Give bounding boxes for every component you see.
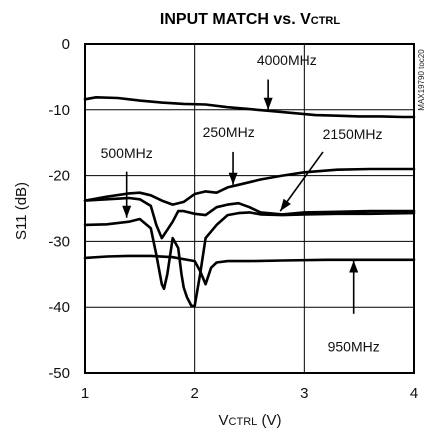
annotation-label: 2150MHz: [323, 126, 383, 142]
chart-title: INPUT MATCH vs. VCTRL: [160, 11, 340, 28]
x-tick-label: 2: [190, 385, 198, 402]
series-line-250mhz: [83, 167, 416, 206]
series-lines: [83, 96, 416, 308]
x-tick-label: 1: [81, 385, 89, 402]
plot-frame: [84, 43, 415, 374]
side-label: MAX19790 toc20: [417, 49, 426, 111]
y-tick-label: 0: [62, 36, 70, 53]
annotation-label: 500MHz: [101, 145, 153, 161]
y-axis-label: S11 (dB): [13, 182, 30, 240]
annotations: 4000MHz 250MHz 2150MHz 500MHz 950MHz: [101, 52, 383, 355]
series-line-2150mhz: [83, 196, 416, 240]
annotation-arrow: [279, 151, 324, 212]
y-tick-label: -20: [48, 168, 70, 185]
y-tick-label: -50: [48, 365, 70, 382]
y-tick-label: -40: [48, 299, 70, 316]
x-axis-label: VCTRL (V): [219, 412, 282, 429]
series-line-950mhz: [83, 254, 416, 286]
annotation-arrowhead: [228, 172, 238, 185]
x-tick-label: 4: [410, 385, 418, 402]
y-tick-label: -10: [48, 102, 70, 119]
annotation-label: 950MHz: [328, 339, 380, 355]
annotation-label: 250MHz: [203, 124, 255, 140]
series-line-4000mhz: [83, 96, 416, 119]
x-tick-label: 3: [300, 385, 308, 402]
series-line-500mhz: [83, 211, 416, 308]
annotation-arrowhead: [349, 260, 359, 273]
annotation-arrowhead: [122, 205, 132, 218]
x-tick-labels: 1 2 3 4: [81, 385, 418, 402]
annotation-label: 4000MHz: [257, 52, 317, 68]
annotation-arrowhead: [263, 97, 273, 110]
annotation-arrowhead: [280, 198, 291, 212]
y-tick-label: -30: [48, 233, 70, 250]
y-tick-labels: 0 -10 -20 -30 -40 -50: [48, 36, 70, 382]
